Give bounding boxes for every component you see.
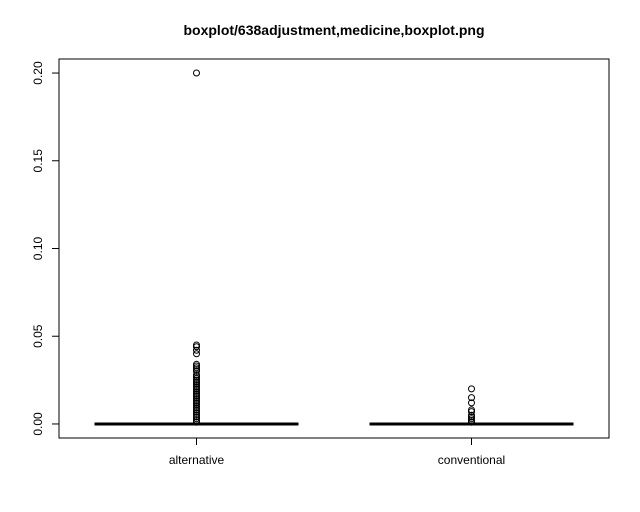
outlier-point <box>193 69 200 77</box>
y-tick-label: 0.10 <box>31 236 45 260</box>
plot-frame <box>58 58 610 439</box>
outlier-point <box>193 343 200 351</box>
outlier-point <box>468 399 475 407</box>
outlier-point <box>468 408 475 416</box>
x-tick-label-alternative: alternative <box>169 453 225 467</box>
outlier-point <box>193 418 200 426</box>
y-tick-label: 0.20 <box>31 61 45 85</box>
chart-title: boxplot/638adjustment,medicine,boxplot.p… <box>183 22 484 38</box>
outlier-point <box>193 367 200 375</box>
x-tick-label-conventional: conventional <box>438 453 505 467</box>
y-tick-label: 0.05 <box>31 324 45 348</box>
boxes <box>94 69 574 426</box>
outlier-point <box>468 385 475 393</box>
outlier-point <box>468 418 475 426</box>
y-axis: 0.00 0.05 0.10 0.15 0.20 <box>31 61 60 436</box>
y-tick-label: 0.15 <box>31 149 45 173</box>
box-alternative <box>94 69 299 426</box>
outlier-point <box>193 346 200 354</box>
x-axis: alternative conventional <box>169 438 505 467</box>
outlier-point <box>193 350 200 358</box>
y-tick-label: 0.00 <box>31 412 45 436</box>
outlier-point <box>468 394 475 402</box>
box-conventional <box>369 385 574 426</box>
